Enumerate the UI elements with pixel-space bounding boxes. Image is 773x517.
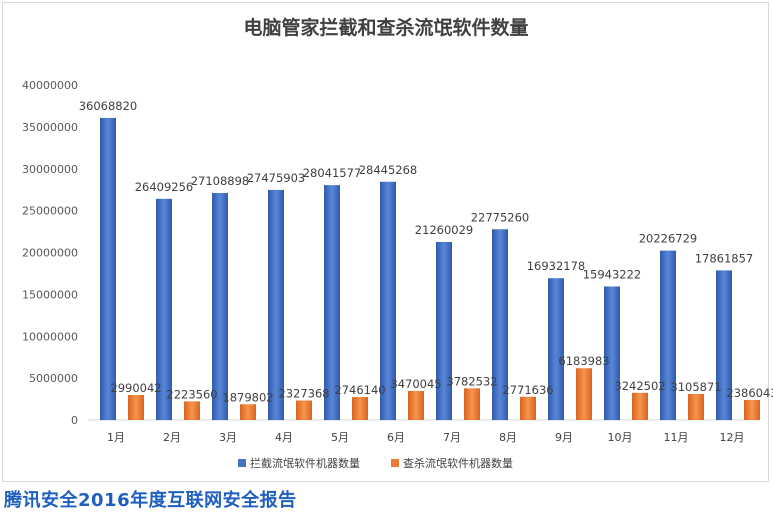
data-label-removed: 3105871 (670, 380, 721, 394)
x-tick-label: 3月 (219, 431, 237, 444)
y-tick-label: 25000000 (22, 205, 78, 218)
report-footer: 腾讯安全2016年度互联网安全报告 (4, 490, 297, 511)
bar-blocked (324, 185, 340, 420)
legend-label: 拦截流氓软件机器数量 (250, 456, 360, 470)
x-tick-label: 4月 (275, 431, 293, 444)
x-tick-label: 10月 (608, 431, 633, 444)
bar-removed (632, 392, 648, 420)
data-label-removed: 2327368 (278, 387, 329, 401)
bar-removed (352, 397, 368, 420)
x-tick-label: 2月 (163, 431, 181, 444)
y-tick-label: 5000000 (29, 372, 78, 385)
x-tick-label: 6月 (387, 431, 405, 444)
bar-chart: 电脑管家拦截和查杀流氓软件数量 0 5000000 10000000 15000000… (22, 16, 773, 470)
chart-title: 电脑管家拦截和查杀流氓软件数量 (243, 16, 528, 39)
data-label-removed: 3470045 (390, 377, 441, 391)
data-label-removed: 3782532 (446, 374, 497, 388)
bar-removed (464, 388, 480, 420)
data-label-blocked: 36068820 (79, 99, 138, 113)
data-label-blocked: 16932178 (527, 259, 586, 273)
bar-blocked (716, 270, 732, 420)
x-tick-label: 8月 (499, 431, 517, 444)
data-label-blocked: 22775260 (471, 210, 530, 224)
data-label-blocked: 28041577 (303, 166, 362, 180)
x-axis-labels: 1月 2月 3月 4月 5月 6月 7月 8月 9月 10月 11月 12月 (107, 431, 745, 444)
bar-blocked (156, 198, 172, 420)
data-label-blocked: 15943222 (583, 267, 642, 281)
bar-blocked (660, 250, 676, 420)
x-tick-label: 12月 (720, 431, 745, 444)
data-label-blocked: 28445268 (359, 163, 418, 177)
x-tick-label: 5月 (331, 431, 349, 444)
bar-blocked (604, 286, 620, 420)
bar-blocked (268, 189, 284, 420)
data-label-blocked: 27475903 (247, 171, 306, 185)
legend-swatch (238, 459, 246, 467)
data-label-removed: 6183983 (558, 354, 609, 368)
data-label-removed: 2746140 (334, 383, 385, 397)
data-label-blocked: 27108898 (191, 174, 250, 188)
bar-removed (576, 368, 592, 420)
bars (100, 117, 760, 420)
y-tick-label: 15000000 (22, 288, 78, 301)
legend-swatch (391, 459, 399, 467)
y-tick-label: 20000000 (22, 247, 78, 260)
bar-removed (688, 393, 704, 420)
y-tick-label: 30000000 (22, 163, 78, 176)
y-tick-label: 0 (71, 414, 78, 427)
bar-blocked (436, 241, 452, 420)
x-tick-label: 1月 (107, 431, 125, 444)
bar-blocked (492, 229, 508, 420)
bar-removed (240, 404, 256, 420)
bar-removed (128, 394, 144, 420)
bar-blocked (548, 278, 564, 420)
legend-label: 查杀流氓软件机器数量 (403, 456, 513, 470)
data-label-blocked: 17861857 (695, 251, 754, 265)
data-label-removed: 2990042 (110, 381, 161, 395)
y-tick-label: 10000000 (22, 330, 78, 343)
bar-removed (296, 400, 312, 420)
x-tick-label: 9月 (555, 431, 573, 444)
bar-blocked (212, 192, 228, 420)
data-label-removed: 2386043 (726, 386, 773, 400)
data-label-removed: 2771636 (502, 383, 553, 397)
legend: 拦截流氓软件机器数量 查杀流氓软件机器数量 (238, 456, 513, 470)
bar-removed (744, 400, 760, 420)
bar-blocked (100, 117, 116, 420)
data-label-blocked: 26409256 (135, 180, 194, 194)
x-tick-label: 7月 (443, 431, 461, 444)
y-tick-label: 40000000 (22, 79, 78, 92)
y-axis-ticks: 0 5000000 10000000 15000000 20000000 25000000… (22, 79, 78, 427)
data-label-removed: 3242502 (614, 379, 665, 393)
y-tick-label: 35000000 (22, 121, 78, 134)
data-label-blocked: 21260029 (415, 223, 474, 237)
x-tick-label: 11月 (664, 431, 689, 444)
bar-blocked (380, 181, 396, 420)
bar-removed (408, 390, 424, 420)
data-labels: 36068820 2990042 26409256 2223560 27108898 18… (79, 99, 773, 404)
bar-removed (184, 401, 200, 420)
data-label-blocked: 20226729 (639, 232, 698, 246)
bar-removed (520, 396, 536, 420)
data-label-removed: 1879802 (222, 390, 273, 404)
data-label-removed: 2223560 (166, 387, 217, 401)
